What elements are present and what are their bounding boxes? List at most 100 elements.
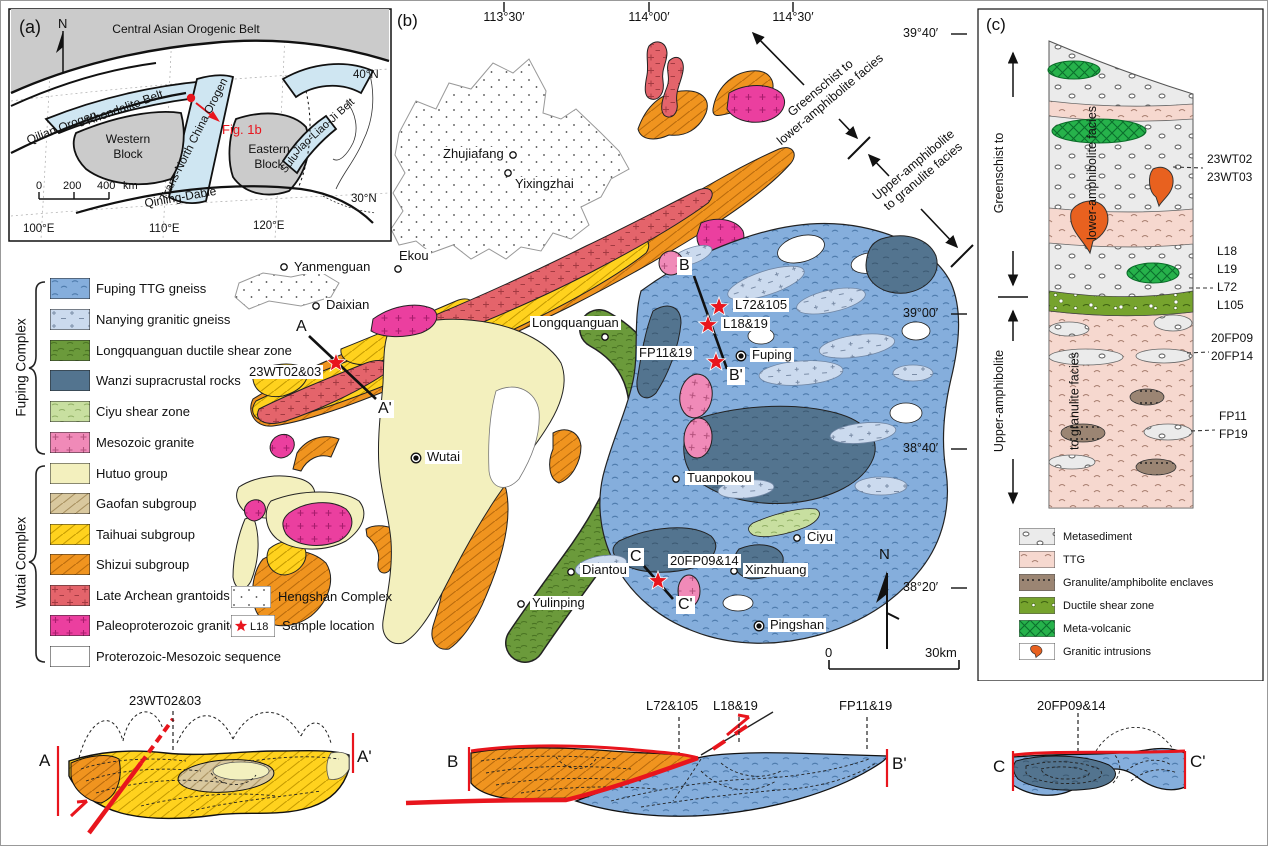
sample-23wt0203: 23WT02&03: [247, 364, 324, 380]
xsec-c-right: C': [1190, 752, 1206, 771]
inset-north-label: N: [58, 16, 67, 31]
city-yanmenguan: Yanmenguan: [292, 259, 373, 275]
inset-north-arrow-icon: [56, 31, 64, 73]
sample-leaders: [1172, 166, 1216, 432]
legend-taihuai: Taihuai subgroup: [96, 527, 196, 542]
legend-gaofan: Gaofan subgroup: [96, 496, 197, 511]
svg-text:0: 0: [36, 180, 42, 192]
cross-sections: [1, 681, 1267, 845]
legend-wanzi: Wanzi supracrustal rocks: [96, 373, 241, 388]
svg-text:L18: L18: [250, 621, 268, 633]
city-markers: [280, 151, 801, 632]
legend-sample-location: Sample location: [282, 618, 375, 633]
eastern-block-region: [228, 112, 310, 196]
legend-longquanguan: Longquanguan ductile shear zone: [96, 343, 292, 358]
col-sample-23wt03: 23WT03: [1207, 170, 1253, 184]
section-c-end: C': [676, 596, 695, 614]
section-b-end: B': [727, 367, 745, 385]
svg-text:200: 200: [63, 180, 81, 192]
panel-a-tag: (a): [19, 17, 41, 37]
western-block-region: [72, 111, 185, 186]
city-fuping: Fuping: [750, 347, 794, 363]
facies-arrows: [751, 31, 974, 268]
cross-section-a: [56, 711, 355, 835]
xsec-c-left: C: [993, 757, 1006, 776]
geological-map: [232, 2, 974, 670]
city-diantou: Diantou: [580, 562, 629, 578]
xsec-b-right: B': [892, 754, 907, 773]
city-yixingzhai: Yixingzhai: [513, 176, 576, 192]
map-ticks: [503, 2, 967, 589]
metavolcanic-lens: [1047, 60, 1101, 80]
enclave-lenses: [1060, 388, 1177, 476]
city-wutai: Wutai: [425, 449, 462, 465]
col-sample-l105: L105: [1217, 298, 1244, 312]
lon-tick-3: 114°30′: [772, 10, 814, 24]
caob-label: Central Asian Orogenic Belt: [112, 22, 260, 36]
panel-b-tag: (b): [397, 11, 418, 30]
study-area-dot: [186, 93, 196, 103]
paleoproterozoic-granite: [370, 304, 438, 338]
lat-tick-3: 38°40′: [903, 441, 939, 455]
cleg-ttg: TTG: [1063, 554, 1085, 566]
cross-section-b: [405, 711, 889, 817]
lat-tick-2: 39°00′: [903, 306, 939, 320]
hengshan-complex-region: [390, 58, 630, 260]
sample-location-key: L18: [230, 614, 276, 638]
caob-region: [11, 9, 389, 93]
legend-fuping-ttg: Fuping TTG gneiss: [96, 281, 207, 296]
lon-tick-2: 114°00′: [628, 10, 670, 24]
legend-nanying: Nanying granitic gneiss: [96, 312, 231, 327]
svg-text:400: 400: [97, 180, 115, 192]
xsec-a-right: A': [357, 747, 372, 766]
lat-tick-1: 39°40′: [903, 26, 939, 40]
lat-30: 30°N: [351, 193, 377, 205]
legend-ciyu: Ciyu shear zone: [96, 404, 190, 419]
xsec-b-t3: FP11&19: [839, 698, 893, 713]
legend-brackets: [28, 281, 46, 663]
cleg-granitic-intrusions: Granitic intrusions: [1063, 646, 1152, 658]
sample-l18-19: L18&19: [721, 316, 770, 332]
column-facies-bot-1: Upper-amphibolite: [992, 349, 1006, 453]
legend-hutuo: Hutuo group: [96, 466, 168, 481]
city-longquanguan: Longquanguan: [530, 315, 621, 331]
jlj-belt-region: [281, 63, 375, 99]
legend-group-wutai: Wutai Complex: [13, 516, 29, 609]
xsec-b-left: B: [447, 752, 459, 771]
city-pingshan: Pingshan: [768, 617, 827, 633]
city-xinzhuang: Xinzhuang: [743, 562, 809, 578]
legend-hengshan: Hengshan Complex: [278, 589, 393, 604]
map-scale-30: 30km: [925, 645, 957, 660]
xsec-c-title: 20FP09&14: [1037, 698, 1106, 713]
lon-tick-1: 113°30′: [483, 10, 525, 24]
scale-bar: [828, 660, 960, 670]
panel-c-tag: (c): [986, 15, 1006, 34]
svg-text:km: km: [123, 180, 138, 192]
cleg-enclaves: Granulite/amphibolite enclaves: [1063, 577, 1214, 589]
western-block-label: Western: [106, 132, 150, 146]
sample-l72-105: L72&105: [733, 297, 790, 313]
cleg-metavolcanic: Meta-volcanic: [1063, 623, 1131, 635]
col-sample-20fp09: 20FP09: [1211, 331, 1254, 345]
city-yulinping: Yulinping: [530, 595, 587, 611]
fig1b-ref: Fig. 1b: [222, 122, 262, 137]
legend-late-archean: Late Archean grantoids: [96, 588, 230, 603]
metased-lenses: [1048, 314, 1193, 470]
city-zhujiafang: Zhujiafang: [441, 146, 506, 162]
section-b-start: B: [677, 257, 692, 275]
xsec-a-left: A: [39, 751, 51, 770]
ciyu-shear-sliver: [748, 508, 820, 537]
section-a-end: A': [376, 400, 394, 418]
eastern-block-label: Eastern: [248, 142, 289, 156]
legend-proterozoic-mesozoic: Proterozoic-Mesozoic sequence: [96, 649, 281, 664]
svg-text:Block: Block: [254, 157, 284, 171]
legend-mesozoic: Mesozoic granite: [96, 435, 195, 450]
col-sample-fp11: FP11: [1219, 409, 1247, 423]
col-sample-l19: L19: [1217, 262, 1238, 276]
granitic-intrusion: [1148, 166, 1174, 208]
sample-fp11-19: FP11&19: [637, 345, 695, 361]
column-facies-top-1: Greenschist to: [992, 132, 1006, 214]
lon-120: 120°E: [253, 220, 285, 232]
map-scale-0: 0: [825, 645, 833, 660]
